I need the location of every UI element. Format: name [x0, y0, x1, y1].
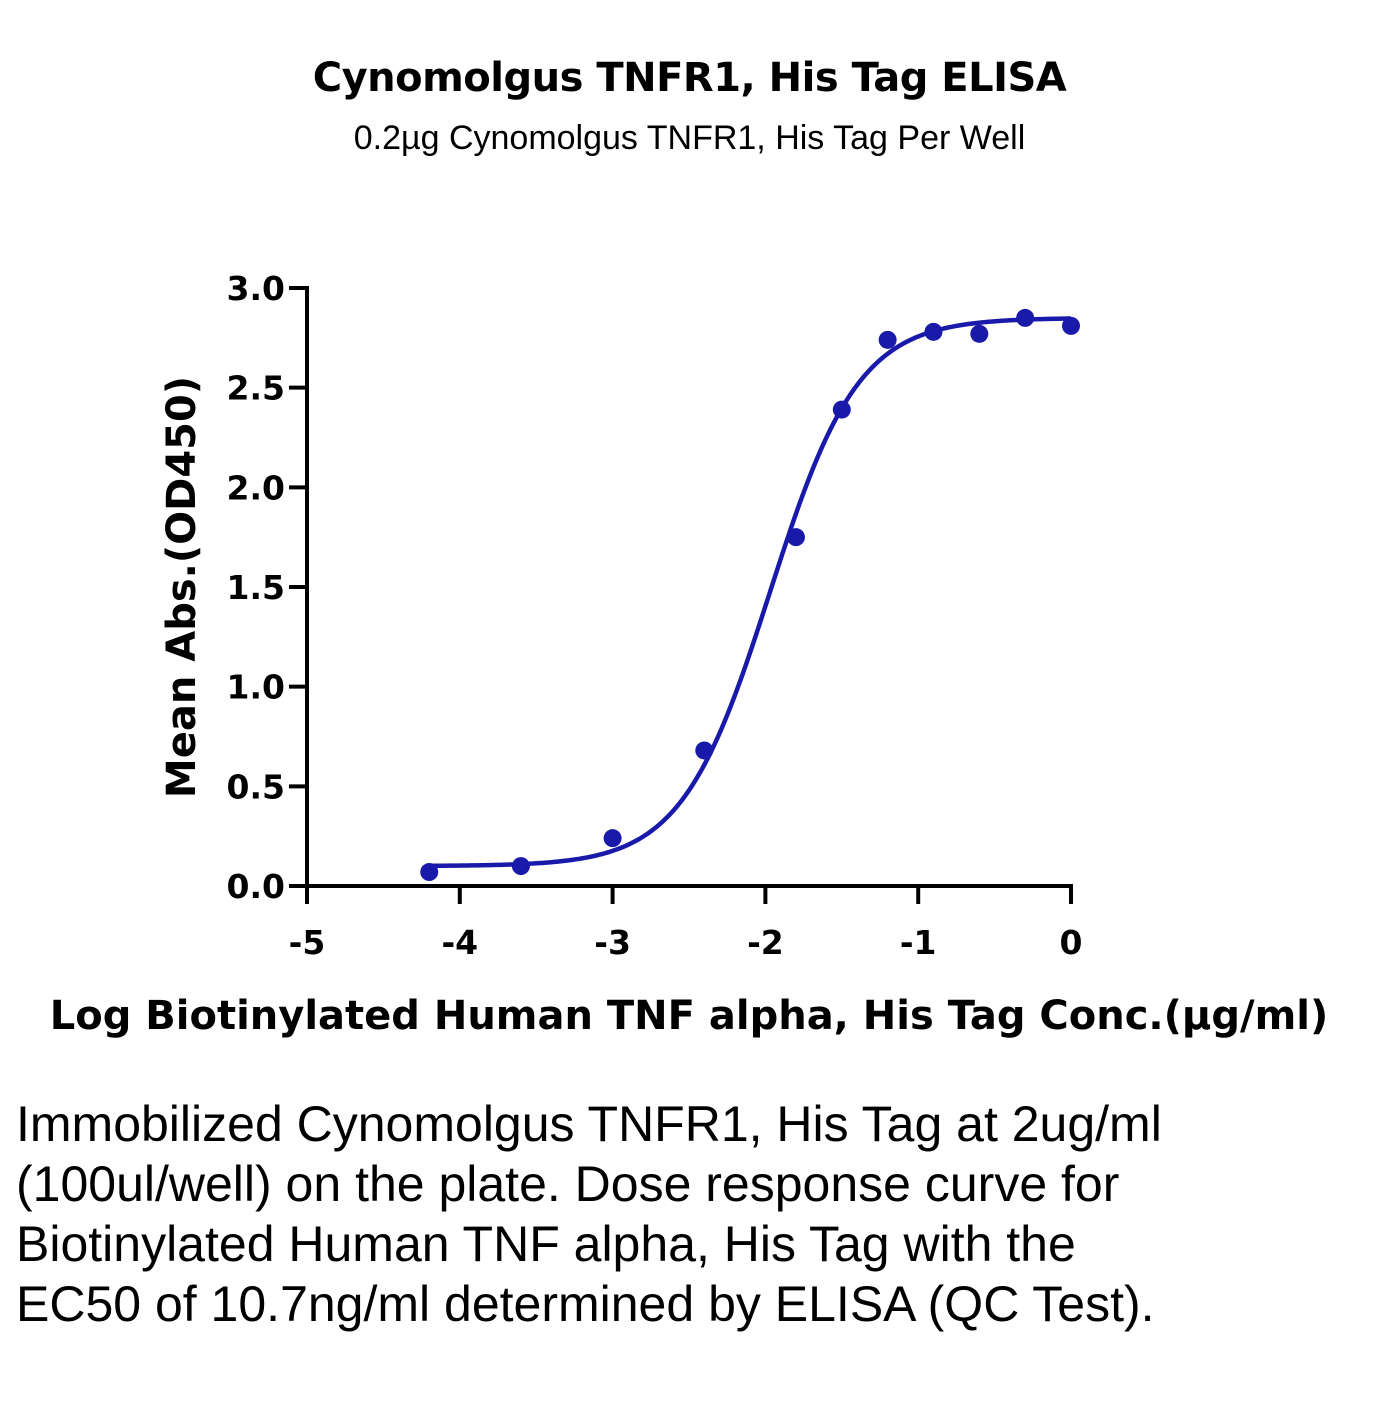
data-points: [420, 308, 1080, 882]
data-point: [832, 400, 851, 419]
y-tick-label: 0.5: [227, 767, 285, 806]
y-tick-label: 1.0: [227, 668, 285, 707]
y-tick-label: 2.5: [227, 369, 285, 408]
x-tick-label: -1: [900, 923, 937, 962]
data-point: [695, 741, 714, 760]
data-point: [1062, 316, 1080, 335]
data-point: [420, 863, 439, 882]
data-point: [511, 857, 530, 876]
y-tick-label: 1.5: [227, 568, 285, 607]
data-point: [924, 322, 943, 341]
chart-subtitle: 0.2µg Cynomolgus TNFR1, His Tag Per Well: [353, 119, 1026, 157]
x-tick-label: -3: [594, 923, 631, 962]
data-point: [970, 324, 989, 343]
y-tick-label: 3.0: [227, 269, 285, 308]
axes: [305, 286, 1073, 888]
x-axis-ticks: -5 -4 -3 -2 -1 0: [289, 886, 1083, 962]
x-tick-label: -2: [747, 923, 784, 962]
figure-caption: Immobilized Cynomolgus TNFR1, His Tag at…: [16, 1096, 1162, 1332]
x-tick-label: -5: [289, 923, 326, 962]
x-tick-label: 0: [1060, 923, 1083, 962]
data-point: [786, 528, 805, 547]
data-point: [1016, 308, 1035, 327]
y-axis-title: Mean Abs.(OD450): [159, 376, 205, 798]
x-tick-label: -4: [441, 923, 478, 962]
y-tick-label: 0.0: [227, 867, 285, 906]
y-axis-ticks: 0.0 0.5 1.0 1.5 2.0 2.5 3.0: [227, 269, 307, 906]
chart: 0.0 0.5 1.0 1.5 2.0 2.5 3.0 -5 -4 -3 -2 -1 0 Mean A…: [50, 269, 1329, 1039]
chart-title: Cynomolgus TNFR1, His Tag ELISA: [312, 55, 1067, 101]
x-axis-title: Log Biotinylated Human TNF alpha, His Ta…: [50, 993, 1329, 1039]
data-point: [603, 829, 622, 848]
fit-curve: [429, 316, 1072, 869]
data-point: [878, 330, 897, 349]
y-tick-label: 2.0: [227, 468, 285, 507]
